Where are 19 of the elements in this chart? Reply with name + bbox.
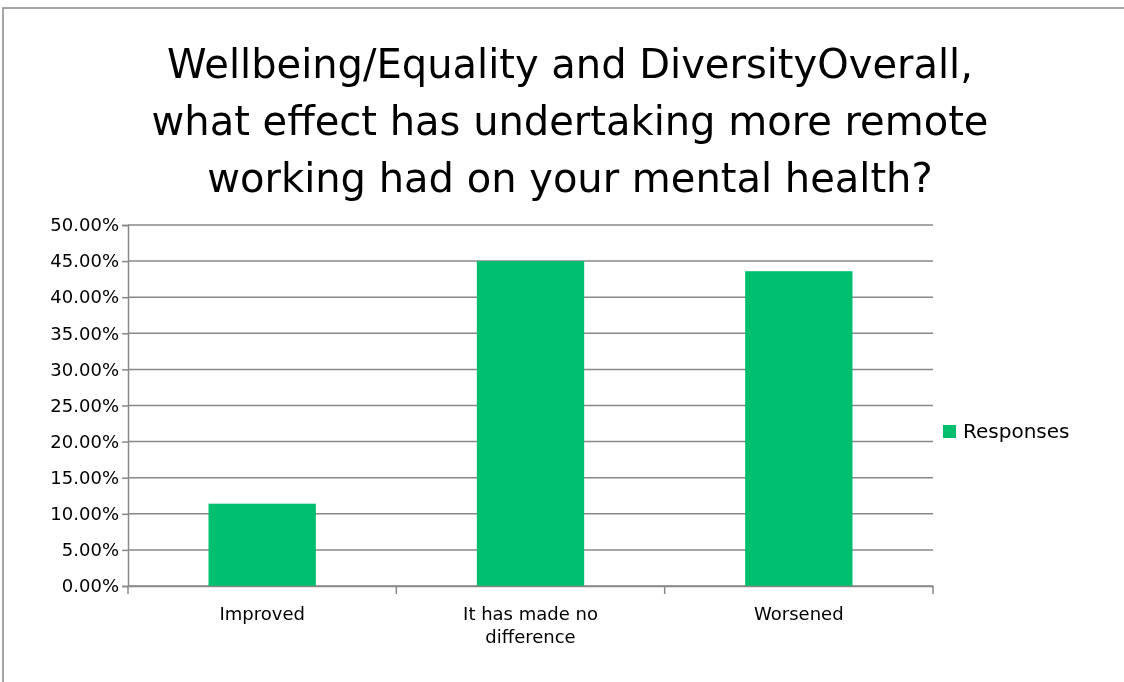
y-tick-label: 50.00% [50, 214, 119, 236]
y-tick-label: 10.00% [50, 503, 119, 525]
x-tick-label: Worsened [754, 602, 844, 624]
bar [208, 503, 316, 586]
y-tick-label: 45.00% [50, 250, 119, 272]
y-tick-label: 35.00% [50, 322, 119, 344]
y-tick-label: 15.00% [50, 466, 119, 488]
y-tick-label: 25.00% [50, 394, 119, 416]
y-tick-label: 20.00% [50, 430, 119, 452]
x-tick-label: It has made no difference [463, 602, 598, 647]
x-tick-label: Improved [219, 602, 305, 624]
bar [476, 261, 585, 586]
chart-title: Wellbeing/Equality and DiversityOverall, what effect has undertaking more remote working had on your mental health? [151, 41, 989, 201]
y-tick-label: 5.00% [61, 539, 119, 561]
legend-label: Responses [963, 419, 1070, 443]
bar [745, 271, 853, 586]
y-tick-label: 0.00% [61, 575, 119, 597]
y-tick-label: 30.00% [50, 358, 119, 380]
y-tick-label: 40.00% [50, 286, 119, 308]
